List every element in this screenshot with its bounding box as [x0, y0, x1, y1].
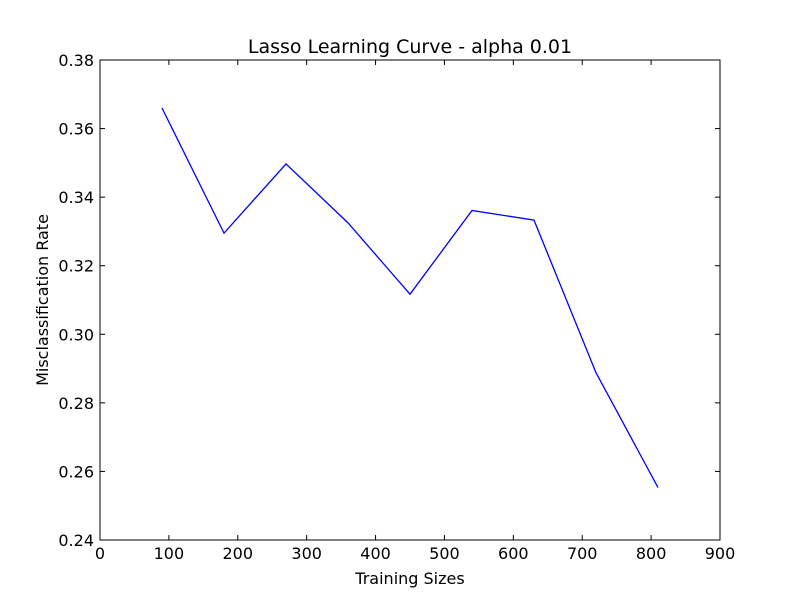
- series-line: [161, 107, 659, 488]
- x-tick-label: 0: [95, 544, 105, 563]
- x-axis-title: Training Sizes: [354, 569, 464, 588]
- y-tick-label: 0.26: [58, 462, 94, 481]
- x-tick-label: 800: [636, 544, 667, 563]
- y-tick-label: 0.28: [58, 394, 94, 413]
- x-tick-label: 100: [154, 544, 185, 563]
- x-axis: 0 100 200 300 400 500 600 700 800 900: [95, 60, 735, 563]
- x-tick-label: 500: [429, 544, 460, 563]
- x-tick-label: 300: [291, 544, 322, 563]
- y-tick-label: 0.32: [58, 257, 94, 276]
- y-axis-title: Misclassification Rate: [33, 214, 52, 386]
- y-tick-label: 0.24: [58, 531, 94, 550]
- x-tick-label: 700: [567, 544, 598, 563]
- plot-frame: [99, 59, 721, 541]
- x-tick-label: 200: [223, 544, 254, 563]
- y-tick-label: 0.30: [58, 325, 94, 344]
- y-tick-label: 0.34: [58, 188, 94, 207]
- plot-area: [161, 107, 659, 488]
- y-tick-label: 0.38: [58, 51, 94, 70]
- y-axis: 0.24 0.26 0.28 0.30 0.32 0.34 0.36 0.38: [58, 51, 720, 550]
- x-tick-label: 400: [360, 544, 391, 563]
- chart-title: Lasso Learning Curve - alpha 0.01: [248, 36, 572, 58]
- x-tick-label: 900: [705, 544, 736, 563]
- y-tick-label: 0.36: [58, 120, 94, 139]
- x-tick-label: 600: [498, 544, 529, 563]
